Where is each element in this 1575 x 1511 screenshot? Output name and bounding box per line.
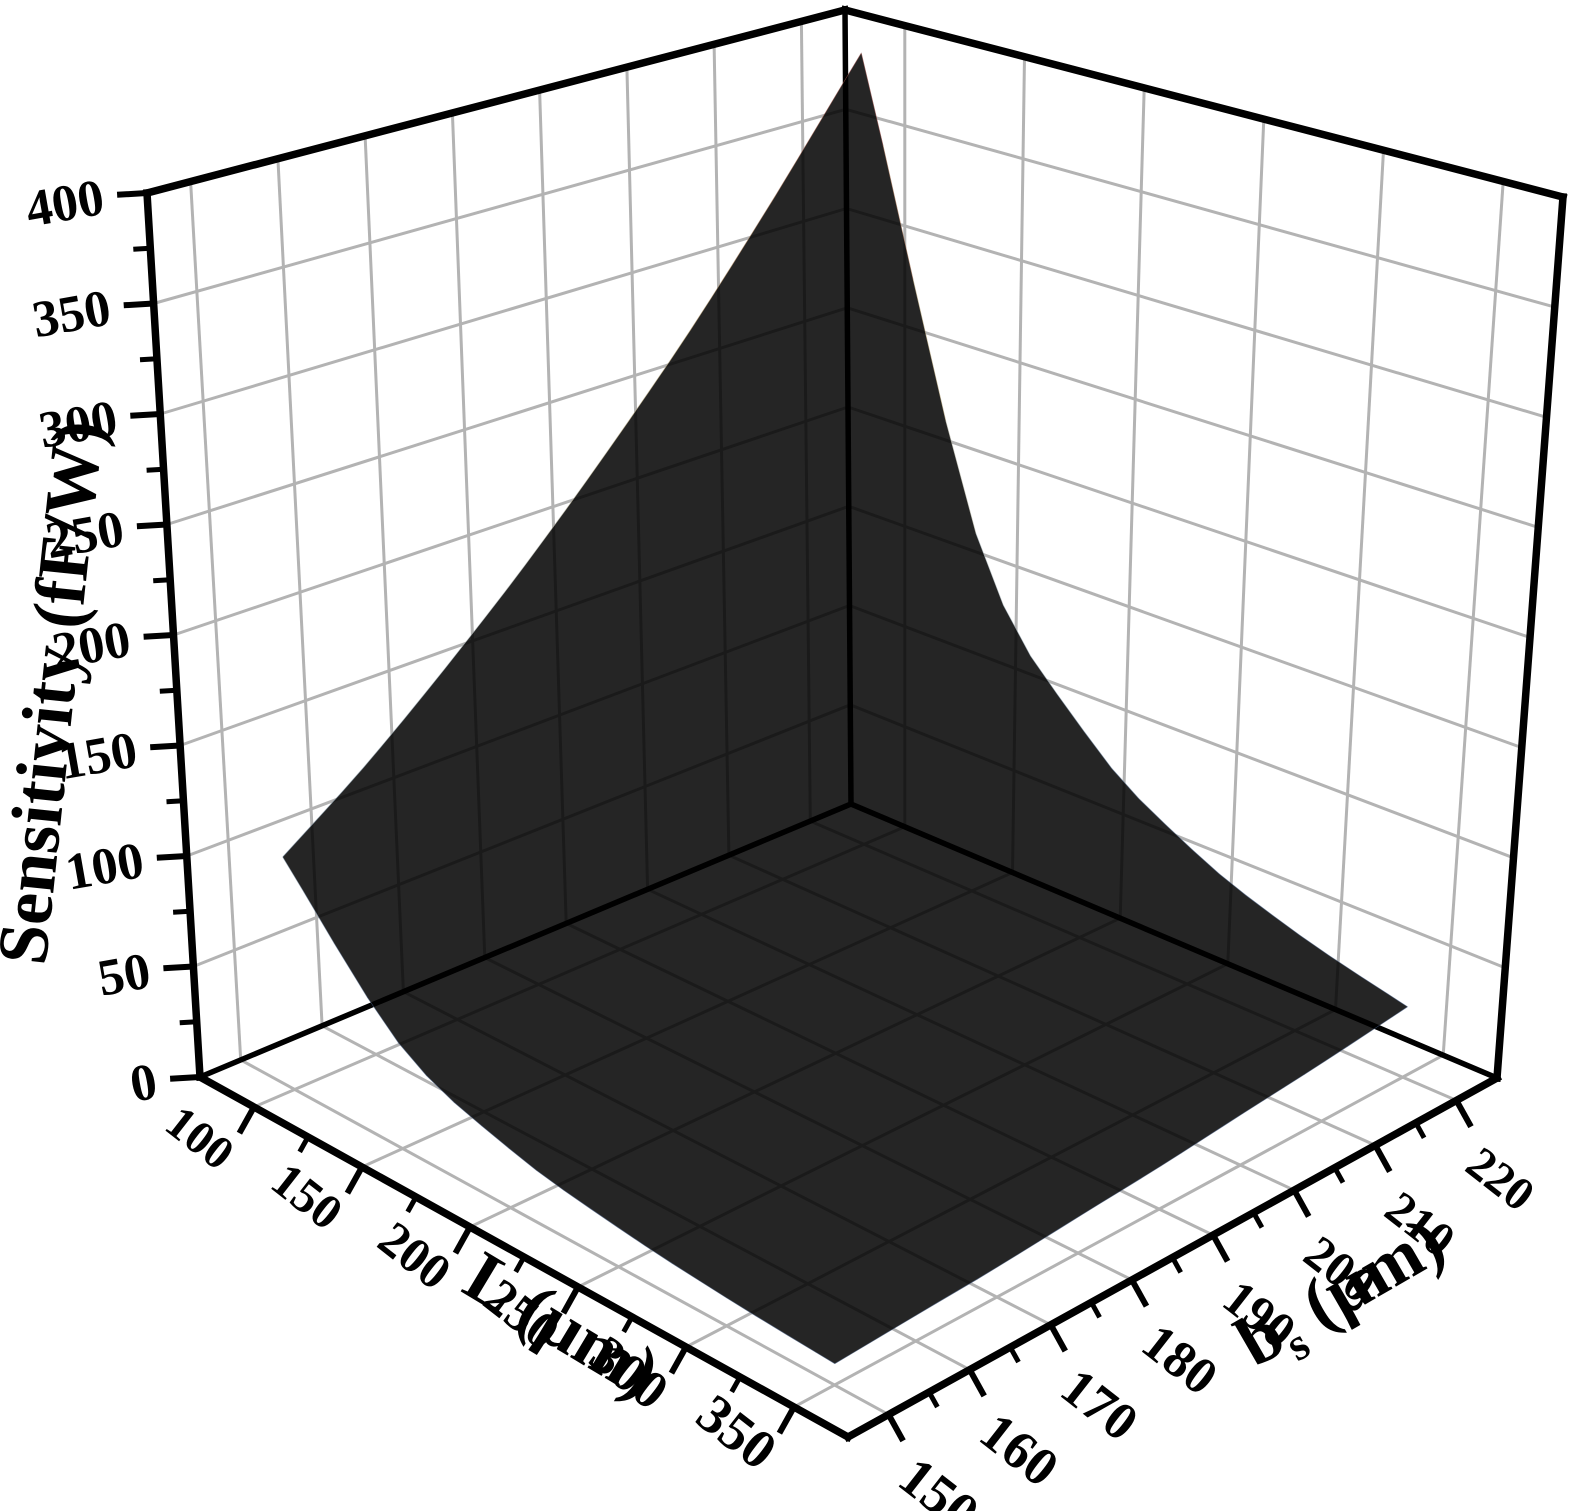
z-major-tick <box>143 632 174 640</box>
b-tick-label: 170 <box>1050 1358 1148 1453</box>
box-edge <box>1492 192 1568 1083</box>
z-minor-tick <box>179 1019 197 1026</box>
L-tick-label: 150 <box>261 1152 353 1241</box>
L-major-tick <box>560 1285 581 1315</box>
L-minor-tick <box>729 1375 743 1394</box>
b-minor-tick <box>1251 1211 1265 1229</box>
L-major-tick <box>344 1165 365 1195</box>
z-major-tick <box>163 963 194 972</box>
b-minor-tick <box>1008 1346 1021 1364</box>
z-major-tick <box>156 853 187 861</box>
right-wall-gridline <box>846 207 1547 419</box>
z-tick-label: 300 <box>35 390 122 460</box>
right-wall-gridline <box>847 405 1531 639</box>
b-minor-tick <box>1170 1256 1183 1274</box>
left-wall-gridline <box>159 207 847 416</box>
z-major-tick <box>136 521 168 530</box>
z-major-tick <box>123 300 154 309</box>
b-major-tick <box>1129 1278 1150 1308</box>
z-tick-label: 100 <box>61 832 148 902</box>
z-major-tick <box>116 190 148 198</box>
z-minor-tick <box>139 356 158 363</box>
L-tick-label: 200 <box>368 1210 462 1300</box>
L-minor-tick <box>513 1255 527 1274</box>
y-title-unit: (μm) <box>1273 1200 1457 1353</box>
z-tick-label: 200 <box>48 611 135 681</box>
z-tick-label: 250 <box>41 501 128 571</box>
b-major-tick <box>885 1413 906 1443</box>
z-minor-tick <box>172 908 191 915</box>
x-axis-title: L (μm) <box>451 1236 673 1413</box>
L-major-tick <box>776 1405 797 1435</box>
floor-gridline <box>793 1053 1444 1409</box>
L-minor-tick <box>405 1195 419 1214</box>
b-major-tick <box>967 1368 987 1398</box>
L-tick-label: 100 <box>156 1096 244 1180</box>
L-minor-tick <box>297 1135 311 1154</box>
z-minor-tick <box>146 466 164 473</box>
b-minor-tick <box>1089 1301 1102 1319</box>
left-wall-gridline <box>153 107 847 305</box>
b-major-tick <box>1291 1188 1312 1218</box>
box-edge <box>142 5 850 198</box>
b-major-tick <box>1453 1098 1474 1129</box>
b-minor-tick <box>926 1390 940 1409</box>
z-major-tick <box>150 742 181 751</box>
b-tick-label: 160 <box>969 1401 1070 1498</box>
z-tick-label: 150 <box>55 722 142 792</box>
z-tick-label: 0 <box>126 1053 162 1114</box>
z-minor-tick <box>159 687 177 694</box>
y-axis-title: bs (μm) <box>1223 1200 1463 1390</box>
b-minor-tick <box>1332 1166 1346 1184</box>
z-minor-tick <box>166 798 184 805</box>
surface <box>282 51 1409 1365</box>
L-minor-tick <box>621 1315 635 1334</box>
z-minor-tick <box>133 245 151 252</box>
b-major-tick <box>1372 1143 1393 1174</box>
surface-boundary <box>282 51 1409 1365</box>
L-major-tick <box>236 1105 257 1135</box>
floor-gridline <box>239 1058 890 1416</box>
b-major-tick <box>1048 1323 1068 1353</box>
z-minor-tick <box>153 577 171 584</box>
right-wall-gridline <box>845 107 1556 309</box>
z-tick-label: 400 <box>22 169 109 239</box>
L-major-tick <box>452 1225 473 1255</box>
z-tick-label: 50 <box>94 943 155 1008</box>
b-tick-label: 150 <box>888 1445 991 1511</box>
b-tick-label: 220 <box>1456 1137 1544 1221</box>
box-edge <box>840 5 1568 202</box>
b-major-tick <box>1210 1233 1231 1263</box>
b-minor-tick <box>1413 1121 1427 1140</box>
right-wall-gridline <box>846 306 1539 529</box>
z-major-tick <box>169 1074 201 1082</box>
L-major-tick <box>668 1345 689 1375</box>
z-tick-label: 350 <box>28 280 115 350</box>
z-major-tick <box>130 411 161 419</box>
b-tick-label: 180 <box>1131 1314 1228 1407</box>
